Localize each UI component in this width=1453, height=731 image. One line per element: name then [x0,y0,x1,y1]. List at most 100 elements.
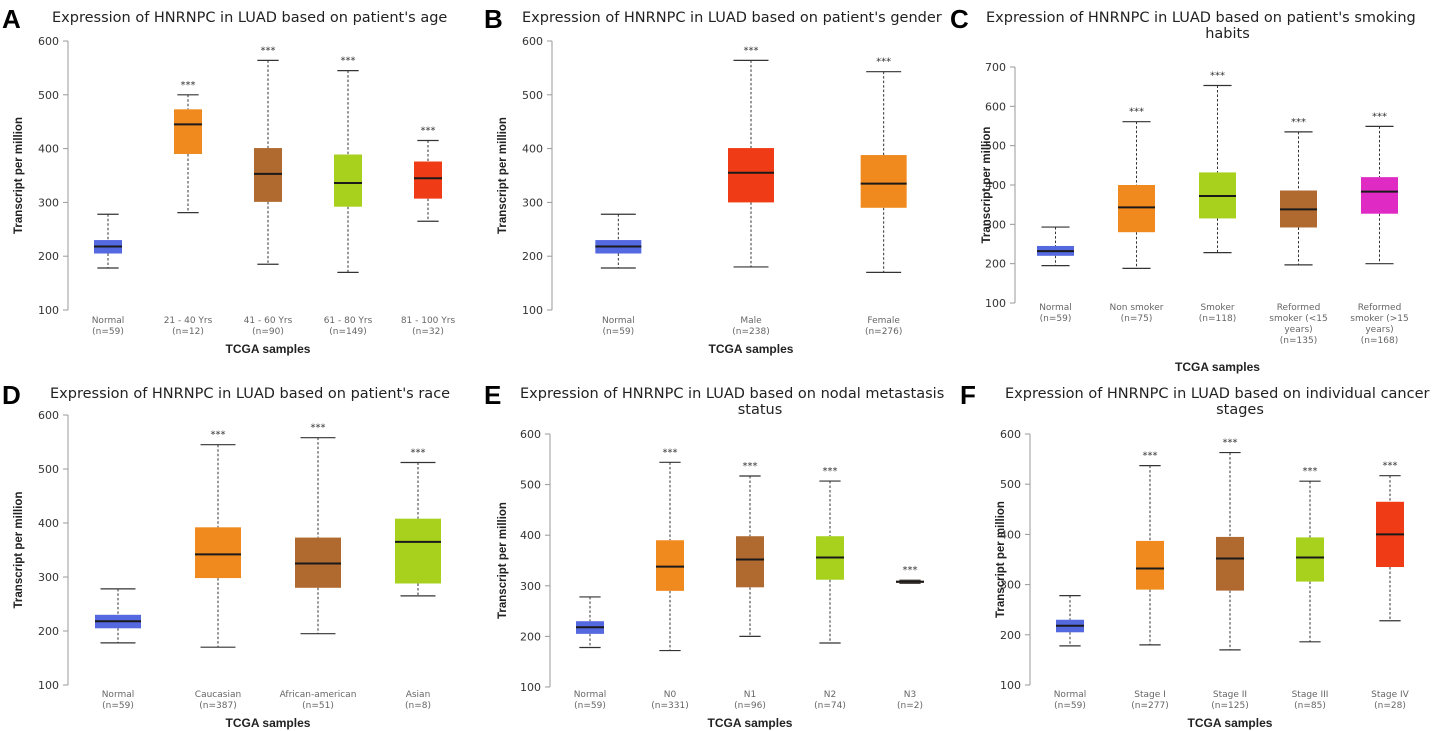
iqr-box [195,527,241,579]
panel-d: D Expression of HNRNPC in LUAD based on p… [2,380,450,730]
category-label: Non smoker [1110,303,1164,313]
y-tick-label: 300 [38,571,59,584]
sample-count: (n=32) [412,327,444,337]
y-tick-label: 500 [38,89,59,102]
box-group: Normal(n=59) [92,213,125,337]
significance-marker: *** [876,57,891,68]
panel-c: C Expression of HNRNPC in LUAD based on p… [950,4,1416,374]
panel-title-line: status [738,402,783,418]
y-tick-label: 400 [38,143,59,156]
iqr-box [1136,540,1164,590]
sample-count: (n=59) [602,327,634,337]
x-axis-label: TCGA samples [226,342,311,356]
significance-marker: *** [1143,451,1158,462]
box-group: *** N3(n=2) [896,565,924,711]
sample-count: (n=2) [897,701,923,711]
category-label: 81 - 100 Yrs [401,316,456,326]
y-tick-label: 200 [520,630,541,643]
y-tick-label: 600 [38,35,59,48]
iqr-box [414,161,442,199]
box-group: *** Stage II(n=125) [1211,438,1248,711]
y-tick-label: 600 [522,35,543,48]
sample-count: (n=90) [252,327,284,337]
sample-count: (n=74) [814,701,846,711]
sample-count: (n=8) [405,701,431,711]
iqr-box [1216,536,1244,591]
box-group: *** 81 - 100 Yrs(n=32) [401,126,456,337]
x-axis-label: TCGA samples [1188,716,1273,730]
significance-marker: *** [1223,438,1238,449]
sample-count: (n=75) [1121,314,1153,324]
y-tick-label: 200 [985,258,1006,271]
panel-title-line: stages [1216,402,1264,418]
sample-count: (n=28) [1374,701,1406,711]
panel-letter: B [484,4,503,34]
sample-count: (n=59) [1054,701,1086,711]
category-label: Stage I [1134,690,1166,700]
sample-count: (n=238) [732,327,769,337]
x-axis-label: TCGA samples [708,716,793,730]
y-tick-label: 300 [522,196,543,209]
x-axis-label: TCGA samples [1175,360,1260,374]
panel-letter: C [950,4,969,34]
box-group: *** N2(n=74) [814,466,846,711]
panel-a: A Expression of HNRNPC in LUAD based on p… [2,4,455,356]
significance-marker: *** [211,430,226,441]
significance-marker: *** [1210,70,1225,81]
category-label: years) [1365,325,1393,335]
box-group: *** Asian(n=8) [395,448,441,711]
category-label: Normal [92,316,125,326]
y-tick-label: 600 [985,100,1006,113]
y-tick-label: 100 [985,297,1006,310]
significance-marker: *** [743,461,758,472]
panel-title: Expression of HNRNPC in LUAD based on pa… [522,10,942,26]
significance-marker: *** [1383,461,1398,472]
iqr-box [1361,177,1398,214]
box-group: *** African-american(n=51) [280,423,357,711]
iqr-box [728,148,774,203]
y-tick-label: 400 [38,517,59,530]
category-label: 61 - 80 Yrs [324,316,373,326]
y-axis-label: Transcript per million [995,501,1007,618]
sample-count: (n=118) [1199,314,1236,324]
sample-count: (n=149) [329,327,366,337]
category-label: Stage II [1213,690,1247,700]
sample-count: (n=59) [102,701,134,711]
sample-count: (n=331) [651,701,688,711]
significance-marker: *** [903,565,918,576]
iqr-box [1296,537,1324,582]
box-group: *** 21 - 40 Yrs(n=12) [164,80,213,337]
significance-marker: *** [1372,111,1387,122]
box-group: Normal(n=59) [1037,226,1074,324]
y-axis-label: Transcript per million [13,117,25,234]
category-label: Asian [406,690,431,700]
category-label: smoker (<15 [1269,314,1327,324]
sample-count: (n=85) [1294,701,1326,711]
box-group: Normal(n=59) [574,596,607,711]
significance-marker: *** [311,423,326,434]
y-tick-label: 300 [1000,579,1021,592]
y-tick-label: 100 [38,304,59,317]
y-axis-label: Transcript per million [497,502,509,619]
sample-count: (n=59) [1040,314,1072,324]
box-group: *** N0(n=331) [651,447,688,711]
y-tick-label: 400 [522,143,543,156]
box-group: Normal(n=59) [595,213,642,337]
iqr-box [1118,185,1155,233]
iqr-box [656,540,684,591]
y-tick-label: 500 [1000,478,1021,491]
category-label: Normal [574,690,607,700]
panel-letter: D [2,380,21,410]
y-axis-label: Transcript per million [13,492,25,609]
y-tick-label: 500 [522,89,543,102]
y-tick-label: 400 [1000,528,1021,541]
x-axis-label: TCGA samples [226,716,311,730]
sample-count: (n=59) [574,701,606,711]
category-label: N0 [664,690,677,700]
y-tick-label: 400 [520,529,541,542]
iqr-box [254,148,282,202]
category-label: N3 [904,690,916,700]
significance-marker: *** [823,466,838,477]
box-group: Normal(n=59) [95,588,141,711]
sample-count: (n=96) [734,701,766,711]
